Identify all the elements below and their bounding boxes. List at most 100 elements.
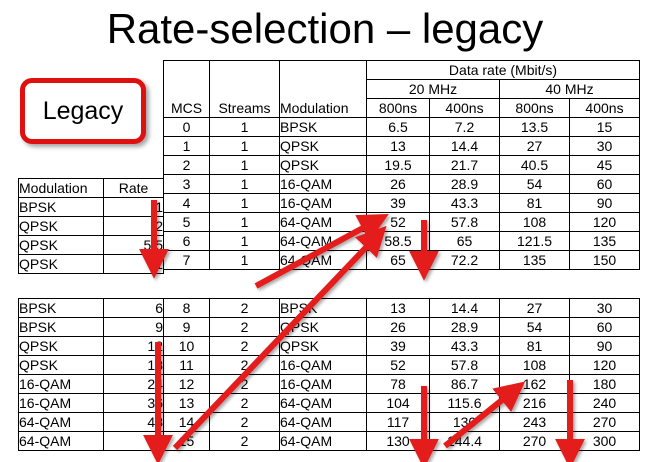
rate-20mhz-400ns-cell: 65 xyxy=(429,231,500,251)
rate-40mhz-800ns-cell: 135 xyxy=(499,250,570,270)
gi-800ns-20-header: 800ns xyxy=(366,98,430,118)
mcs-two-stream-table: 8 2 BPSK 13 14.4 27 30 9 2 QPSK 26 28.9 54 60 10 2 QPSK 3… xyxy=(163,298,640,451)
rate-20mhz-400ns-cell: 21.7 xyxy=(429,155,500,175)
legacy-ofdm-row: BPSK 9 xyxy=(18,317,164,337)
gi-400ns-20-header: 400ns xyxy=(429,98,500,118)
mcs-row: 11 2 16-QAM 52 57.8 108 120 xyxy=(163,355,640,375)
mcs-cell: 11 xyxy=(163,355,210,375)
rate-40mhz-800ns-cell: 40.5 xyxy=(499,155,570,175)
rate-40mhz-400ns-cell: 120 xyxy=(569,355,640,375)
gi-400ns-40-header: 400ns xyxy=(569,98,640,118)
data-rate-header: Data rate (Mbit/s) xyxy=(366,60,640,80)
modulation-cell: 64-QAM xyxy=(279,250,367,270)
mcs-cell: 7 xyxy=(163,250,210,270)
modulation-header: Modulation xyxy=(279,60,367,118)
rate-40mhz-400ns-cell: 60 xyxy=(569,174,640,194)
mcs-cell: 1 xyxy=(163,136,210,156)
streams-cell: 2 xyxy=(209,393,280,413)
rate-20mhz-400ns-cell: 14.4 xyxy=(429,136,500,156)
rate-40mhz-400ns-cell: 90 xyxy=(569,336,640,356)
mcs-cell: 13 xyxy=(163,393,210,413)
bw-40mhz-header: 40 MHz xyxy=(499,79,640,99)
mcs-cell: 0 xyxy=(163,117,210,137)
legacy-ofdm-row: BPSK 6 xyxy=(18,298,164,318)
mcs-row: 15 2 64-QAM 130 144.4 270 300 xyxy=(163,431,640,451)
mcs-row: 13 2 64-QAM 104 115.6 216 240 xyxy=(163,393,640,413)
rate-20mhz-800ns-cell: 117 xyxy=(366,412,430,432)
modulation-cell: 64-QAM xyxy=(279,393,367,413)
legacy-ofdm-row: QPSK 18 xyxy=(18,355,164,375)
rate-20mhz-800ns-cell: 13 xyxy=(366,136,430,156)
mcs-row: 10 2 QPSK 39 43.3 81 90 xyxy=(163,336,640,356)
streams-header: Streams xyxy=(209,60,280,118)
legacy-modulation-cell: QPSK xyxy=(18,254,104,274)
rate-20mhz-400ns-cell: 14.4 xyxy=(429,298,500,318)
streams-cell: 2 xyxy=(209,298,280,318)
legacy-modulation-cell: BPSK xyxy=(18,298,104,318)
legacy-ofdm-row: 64-QAM 48 xyxy=(18,412,164,432)
rate-40mhz-400ns-cell: 90 xyxy=(569,193,640,213)
mcs-row: 7 1 64-QAM 65 72.2 135 150 xyxy=(163,250,640,270)
mcs-cell: 6 xyxy=(163,231,210,251)
mcs-cell: 10 xyxy=(163,336,210,356)
rate-20mhz-800ns-cell: 6.5 xyxy=(366,117,430,137)
legacy-rate-table: Modulation Rate BPSK 1 QPSK 2 QPSK 5.5 QPSK 11 xyxy=(18,178,164,274)
rate-40mhz-800ns-cell: 108 xyxy=(499,355,570,375)
streams-cell: 1 xyxy=(209,136,280,156)
streams-cell: 1 xyxy=(209,231,280,251)
legacy-ofdm-row: 16-QAM 36 xyxy=(18,393,164,413)
modulation-cell: 64-QAM xyxy=(279,412,367,432)
legacy-modulation-cell: 16-QAM xyxy=(18,393,104,413)
legacy-modulation-cell: 16-QAM xyxy=(18,374,104,394)
rate-20mhz-800ns-cell: 13 xyxy=(366,298,430,318)
legacy-rate-header: Rate xyxy=(103,178,164,198)
mcs-row: 14 2 64-QAM 117 130 243 270 xyxy=(163,412,640,432)
legacy-rate-cell: 12 xyxy=(103,336,164,356)
legacy-modulation-cell: BPSK xyxy=(18,317,104,337)
legacy-ofdm-row: 64-QAM 54 xyxy=(18,431,164,451)
legacy-modulation-cell: QPSK xyxy=(18,355,104,375)
legacy-rate-cell: 24 xyxy=(103,374,164,394)
rate-40mhz-800ns-cell: 13.5 xyxy=(499,117,570,137)
rate-40mhz-800ns-cell: 54 xyxy=(499,174,570,194)
rate-20mhz-800ns-cell: 26 xyxy=(366,317,430,337)
legacy-rate-cell: 48 xyxy=(103,412,164,432)
rate-40mhz-400ns-cell: 30 xyxy=(569,298,640,318)
mcs-rate-table: MCS Streams Modulation Data rate (Mbit/s… xyxy=(163,60,640,270)
slide-title: Rate-selection – legacy xyxy=(106,5,544,52)
modulation-cell: QPSK xyxy=(279,136,367,156)
rate-20mhz-800ns-cell: 104 xyxy=(366,393,430,413)
mcs-row: 4 1 16-QAM 39 43.3 81 90 xyxy=(163,193,640,213)
rate-40mhz-800ns-cell: 121.5 xyxy=(499,231,570,251)
rate-20mhz-800ns-cell: 58.5 xyxy=(366,231,430,251)
modulation-cell: BPSK xyxy=(279,117,367,137)
rate-40mhz-400ns-cell: 15 xyxy=(569,117,640,137)
rate-20mhz-400ns-cell: 57.8 xyxy=(429,212,500,232)
legacy-row: QPSK 5.5 xyxy=(18,235,164,255)
mcs-cell: 4 xyxy=(163,193,210,213)
mcs-row: 9 2 QPSK 26 28.9 54 60 xyxy=(163,317,640,337)
mcs-cell: 8 xyxy=(163,298,210,318)
legacy-modulation-cell: QPSK xyxy=(18,235,104,255)
streams-cell: 1 xyxy=(209,250,280,270)
rate-40mhz-400ns-cell: 60 xyxy=(569,317,640,337)
rate-40mhz-800ns-cell: 216 xyxy=(499,393,570,413)
rate-40mhz-400ns-cell: 45 xyxy=(569,155,640,175)
rate-40mhz-800ns-cell: 270 xyxy=(499,431,570,451)
legacy-modulation-cell: BPSK xyxy=(18,197,104,217)
streams-cell: 1 xyxy=(209,155,280,175)
legacy-modulation-cell: 64-QAM xyxy=(18,412,104,432)
legacy-row: BPSK 1 xyxy=(18,197,164,217)
modulation-cell: 64-QAM xyxy=(279,212,367,232)
modulation-cell: BPSK xyxy=(279,298,367,318)
rate-20mhz-800ns-cell: 78 xyxy=(366,374,430,394)
rate-20mhz-800ns-cell: 19.5 xyxy=(366,155,430,175)
modulation-cell: 16-QAM xyxy=(279,174,367,194)
rate-20mhz-800ns-cell: 65 xyxy=(366,250,430,270)
mcs-row: 2 1 QPSK 19.5 21.7 40.5 45 xyxy=(163,155,640,175)
legacy-rate-cell: 18 xyxy=(103,355,164,375)
rate-40mhz-800ns-cell: 81 xyxy=(499,193,570,213)
modulation-cell: 16-QAM xyxy=(279,374,367,394)
streams-cell: 1 xyxy=(209,193,280,213)
modulation-cell: QPSK xyxy=(279,336,367,356)
